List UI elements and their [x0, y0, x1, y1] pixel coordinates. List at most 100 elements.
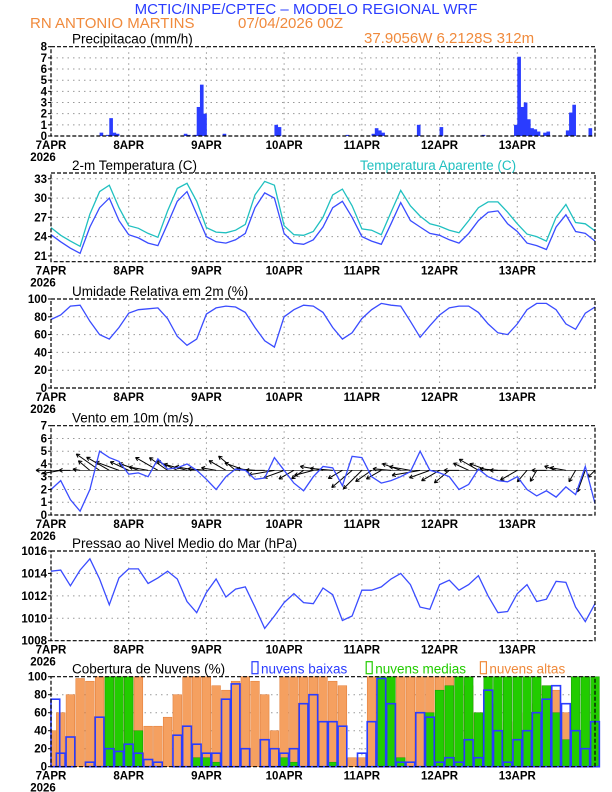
- x-tick-label: 11APR: [344, 140, 381, 152]
- y-tick-label: 100: [28, 672, 47, 684]
- cloud-bar-nuvens-baixas: [492, 729, 504, 768]
- x-tick-label: 10APR: [266, 140, 304, 152]
- y-tick-label: 3: [41, 98, 47, 110]
- cloud-bar-nuvens-altas: [308, 676, 318, 767]
- wind-arrow: [391, 469, 421, 478]
- y-tick-label: 20: [34, 744, 47, 756]
- x-year-label: 2026: [30, 152, 56, 164]
- plot-frame: [50, 172, 596, 263]
- precip-bar: [378, 130, 382, 136]
- legend-swatch: [365, 661, 373, 675]
- precip-bar: [199, 84, 204, 136]
- y-tick-label: 20: [34, 365, 47, 377]
- cloud-bar-nuvens-altas: [94, 676, 105, 767]
- wind-arrow: [109, 460, 129, 471]
- plot-frame: [50, 550, 596, 642]
- x-tick-label: 12APR: [421, 140, 459, 152]
- cloud-bar-nuvens-baixas: [288, 747, 300, 768]
- cloud-bar-nuvens-baixas: [337, 725, 348, 768]
- cloud-bar-nuvens-altas: [162, 716, 173, 767]
- wind-arrow: [201, 465, 217, 471]
- precip-bar: [439, 127, 444, 136]
- legend-swatch: [251, 661, 259, 675]
- wind-arrow: [531, 467, 547, 473]
- series-line-pressure: [50, 557, 596, 630]
- precip-bar: [345, 134, 350, 136]
- cloud-bar-nuvens-medias: [434, 689, 445, 767]
- header-location: RN ANTONIO MARTINS: [30, 15, 194, 32]
- precip-bar: [371, 133, 376, 136]
- cloud-bar-nuvens-baixas: [541, 698, 552, 768]
- cloud-bar-nuvens-altas: [240, 676, 250, 767]
- cloud-bar-nuvens-medias: [386, 676, 396, 767]
- y-tick-label: 1: [41, 497, 48, 509]
- cloud-bar-nuvens-altas: [250, 680, 260, 767]
- y-tick-label: 6: [41, 64, 47, 76]
- cloud-bar-nuvens-altas: [172, 694, 182, 767]
- legend-label: nuvens altas: [489, 662, 565, 677]
- cloud-bar-nuvens-altas: [56, 712, 66, 767]
- y-tick-label: 1014: [21, 568, 47, 580]
- y-tick-label: 1010: [21, 613, 47, 625]
- cloud-bar-nuvens-medias: [425, 712, 435, 767]
- precip-bar: [115, 133, 120, 136]
- cloud-bar-nuvens-altas: [143, 725, 153, 767]
- precip-bar: [588, 128, 593, 136]
- precip-bar: [222, 133, 227, 136]
- x-tick-label: 13APR: [499, 266, 537, 278]
- wind-arrow: [58, 467, 71, 473]
- wind-arrow: [148, 457, 168, 471]
- precip-bar: [416, 124, 421, 136]
- cloud-bar-nuvens-altas: [396, 676, 406, 767]
- wind-arrow: [365, 469, 382, 480]
- cloud-bar-nuvens-medias: [444, 685, 454, 767]
- cloud-bar-nuvens-medias: [512, 676, 522, 767]
- y-tick-label: 100: [28, 294, 47, 306]
- y-tick-label: 1: [41, 120, 48, 132]
- plot-frame: [50, 298, 596, 389]
- x-tick-label: 11APR: [344, 771, 381, 783]
- legend-label: nuvens baixas: [261, 662, 348, 677]
- x-tick-label: 8APR: [113, 771, 144, 783]
- wind-arrow: [35, 467, 51, 473]
- series-line-wind: [50, 449, 596, 513]
- x-tick-label: 13APR: [499, 645, 537, 657]
- cloud-bar-nuvens-altas: [221, 689, 231, 767]
- x-tick-label: 12APR: [421, 771, 459, 783]
- panel-title: 2-m Temperatura (C): [72, 158, 197, 173]
- x-tick-label: 7APR: [36, 392, 67, 404]
- cloud-bar-nuvens-baixas: [84, 761, 96, 768]
- cloud-bar-nuvens-medias: [551, 712, 561, 767]
- x-tick-label: 11APR: [344, 266, 381, 278]
- cloud-bar-nuvens-altas: [65, 694, 76, 767]
- x-tick-label: 10APR: [266, 519, 304, 531]
- precip-bar: [520, 106, 525, 136]
- x-tick-label: 12APR: [421, 519, 459, 531]
- cloud-bar-nuvens-baixas: [210, 752, 222, 768]
- y-tick-label: 27: [34, 212, 47, 224]
- wind-arrow: [77, 460, 91, 471]
- x-tick-label: 9APR: [191, 266, 222, 278]
- y-tick-label: 1012: [21, 591, 47, 603]
- cloud-bar-nuvens-baixas: [55, 752, 66, 768]
- cloud-bar-nuvens-medias: [464, 676, 474, 767]
- wind-arrow: [42, 469, 61, 476]
- x-tick-label: 8APR: [113, 645, 144, 657]
- x-year-label: 2026: [30, 783, 56, 792]
- y-tick-label: 40: [34, 347, 47, 359]
- panel-title: Precipitacao (mm/h): [72, 32, 193, 47]
- plot-frame: [50, 425, 596, 516]
- y-tick-label: 80: [34, 312, 47, 324]
- plot-frame: [50, 46, 596, 137]
- cloud-bar-nuvens-medias: [133, 730, 144, 767]
- x-year-label: 2026: [30, 278, 56, 290]
- cloud-bar-nuvens-altas: [211, 685, 221, 767]
- wind-arrow: [453, 462, 469, 471]
- cloud-bar-nuvens-baixas: [133, 752, 144, 768]
- wind-arrow: [135, 456, 159, 471]
- x-tick-label: 12APR: [421, 266, 459, 278]
- precip-bar: [523, 102, 528, 136]
- x-tick-label: 10APR: [266, 266, 304, 278]
- x-tick-label: 7APR: [36, 140, 67, 152]
